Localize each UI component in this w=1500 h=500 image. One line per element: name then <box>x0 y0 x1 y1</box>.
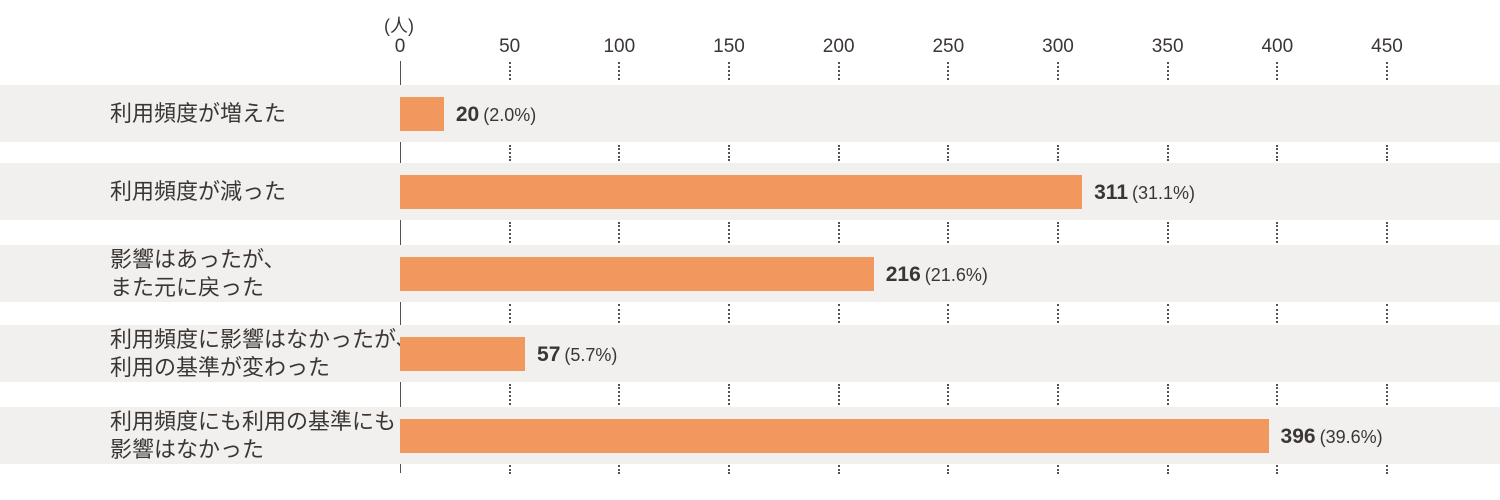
value-percent: (5.7%) <box>564 344 618 365</box>
dotted-tick-mark <box>508 462 511 474</box>
dotted-tick-mark <box>1386 304 1388 323</box>
dotted-tick-mark <box>1386 145 1388 161</box>
value-count: 396 <box>1280 424 1316 448</box>
dotted-tick-mark <box>1057 145 1059 161</box>
x-tick-label: 400 <box>1261 36 1294 57</box>
dotted-tick-mark <box>837 62 840 80</box>
dotted-tick-mark <box>508 222 511 243</box>
dotted-tick-mark <box>947 462 950 474</box>
dotted-tick-mark <box>1276 462 1279 474</box>
data-bar <box>400 418 1269 453</box>
dotted-tick-mark <box>1276 384 1279 405</box>
value-percent: (21.6%) <box>924 264 988 285</box>
x-tick-label: 100 <box>603 36 636 57</box>
dotted-tick-mark <box>728 384 730 405</box>
x-tick-label: 50 <box>499 36 521 57</box>
dotted-tick-mark <box>947 145 950 161</box>
dotted-tick-mark <box>947 384 950 405</box>
dotted-tick-mark <box>1386 222 1388 243</box>
dotted-tick-mark <box>1276 145 1279 161</box>
value-label: 20 (2.0%) <box>456 103 536 127</box>
row-band: 利用頻度に影響はなかったが、 利用の基準が変わった <box>0 325 1500 382</box>
dotted-tick-mark <box>1166 384 1169 405</box>
x-tick-label: 300 <box>1042 36 1074 57</box>
dotted-tick-mark <box>1276 222 1279 243</box>
dotted-tick-mark <box>1057 222 1059 243</box>
dotted-tick-mark <box>1166 222 1169 243</box>
dotted-tick-mark <box>947 222 950 243</box>
dotted-tick-mark <box>1057 304 1059 323</box>
data-bar <box>400 256 874 291</box>
dotted-tick-mark <box>508 145 511 161</box>
dotted-tick-mark <box>618 304 621 323</box>
x-tick-label: 0 <box>394 36 406 57</box>
dotted-tick-mark <box>837 384 840 405</box>
category-label: 利用頻度が増えた <box>110 100 287 126</box>
value-label: 396 (39.6%) <box>1281 425 1383 449</box>
dotted-tick-mark <box>618 62 621 80</box>
dotted-tick-mark <box>837 145 840 161</box>
dotted-tick-mark <box>618 222 621 243</box>
dotted-tick-mark <box>1386 462 1388 474</box>
dotted-tick-mark <box>1057 62 1059 80</box>
dotted-tick-mark <box>837 304 840 323</box>
axis-unit-label: (人) <box>384 16 414 36</box>
value-count: 57 <box>537 342 561 366</box>
dotted-tick-mark <box>1057 462 1059 474</box>
category-label: 利用頻度が減った <box>110 178 287 204</box>
dotted-tick-mark <box>728 145 730 161</box>
dotted-tick-mark <box>947 304 950 323</box>
value-count: 20 <box>455 102 480 126</box>
value-count: 311 <box>1094 180 1129 204</box>
dotted-tick-mark <box>1276 304 1279 323</box>
dotted-tick-mark <box>837 222 840 243</box>
dotted-tick-mark <box>728 222 730 243</box>
value-percent: (2.0%) <box>483 104 537 125</box>
x-tick-label: 450 <box>1371 36 1403 57</box>
dotted-tick-mark <box>1166 462 1169 474</box>
dotted-tick-mark <box>947 62 950 80</box>
dotted-tick-mark <box>1386 384 1388 405</box>
x-tick-label: 350 <box>1151 36 1184 57</box>
dotted-tick-mark <box>837 462 840 474</box>
data-bar <box>400 96 444 131</box>
dotted-tick-mark <box>728 304 730 323</box>
value-percent: (39.6%) <box>1319 426 1383 447</box>
row-band: 利用頻度が増えた <box>0 85 1500 142</box>
value-label: 216 (21.6%) <box>886 263 988 287</box>
dotted-tick-mark <box>1166 145 1169 161</box>
value-label: 57 (5.7%) <box>537 343 617 367</box>
dotted-tick-mark <box>1057 384 1059 405</box>
dotted-tick-mark <box>1386 62 1388 80</box>
category-label: 影響はあったが、 また元に戻った <box>110 246 286 300</box>
dotted-tick-mark <box>728 462 730 474</box>
x-tick-label: 150 <box>713 36 745 57</box>
dotted-tick-mark <box>508 62 511 80</box>
category-label: 利用頻度にも利用の基準にも 影響はなかった <box>110 408 397 462</box>
dotted-tick-mark <box>1276 62 1279 80</box>
data-bar <box>400 174 1083 209</box>
value-label: 311 (31.1%) <box>1094 181 1195 205</box>
dotted-tick-mark <box>508 384 511 405</box>
dotted-tick-mark <box>728 62 730 80</box>
x-tick-label: 250 <box>932 36 965 57</box>
data-bar <box>400 336 526 371</box>
value-count: 216 <box>885 262 921 286</box>
dotted-tick-mark <box>618 384 621 405</box>
dotted-tick-mark <box>508 304 511 323</box>
category-label: 利用頻度に影響はなかったが、 利用の基準が変わった <box>110 326 418 380</box>
dotted-tick-mark <box>618 145 621 161</box>
x-tick-label: 200 <box>822 36 855 57</box>
dotted-tick-mark <box>1166 62 1169 80</box>
dotted-tick-mark <box>618 462 621 474</box>
dotted-tick-mark <box>1166 304 1169 323</box>
value-percent: (31.1%) <box>1132 182 1196 203</box>
